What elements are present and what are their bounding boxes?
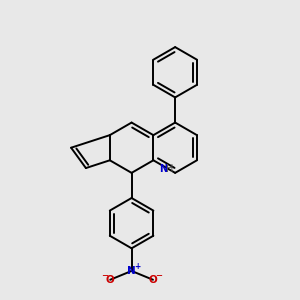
- Text: H: H: [166, 164, 173, 174]
- Text: N: N: [127, 266, 136, 276]
- Text: O: O: [106, 275, 115, 285]
- Text: −: −: [101, 271, 108, 280]
- Text: −: −: [155, 271, 162, 280]
- Text: +: +: [134, 262, 140, 271]
- Text: O: O: [148, 275, 157, 285]
- Text: N: N: [159, 164, 167, 174]
